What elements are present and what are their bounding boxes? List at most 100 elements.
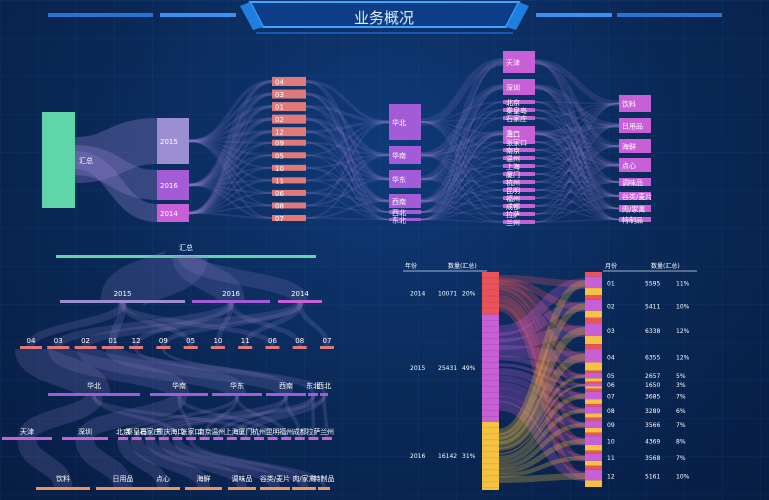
sankey-node (272, 114, 306, 124)
flow-link (420, 154, 504, 159)
month-bar-segment (585, 370, 602, 373)
flow-link (534, 124, 620, 207)
sankey-node (619, 95, 651, 112)
tree-node (320, 346, 334, 349)
flow-link (305, 120, 390, 157)
sankey-node (503, 132, 535, 136)
flow-link (534, 207, 620, 215)
flow-link (534, 205, 620, 221)
month-label: 03 (607, 328, 615, 335)
sankey-label: 06 (275, 190, 284, 198)
tree-link (27, 301, 127, 348)
tree-node (213, 437, 224, 440)
month-pct: 3% (676, 382, 686, 389)
flow-link (420, 173, 504, 202)
month-bar-segment (585, 372, 602, 379)
tree-label: 12 (132, 337, 141, 345)
flow-link (305, 179, 390, 213)
tree-label: 福州 (279, 427, 293, 436)
month-label: 10 (607, 439, 615, 446)
flow-link (498, 304, 586, 480)
sankey-node (389, 104, 421, 140)
tree-node (308, 437, 319, 440)
tree-node (101, 346, 124, 349)
flow-link (498, 375, 586, 414)
month-bar-segment (585, 323, 602, 337)
tree-node (62, 437, 108, 440)
flow-link (188, 139, 273, 182)
month-bar-segment (585, 469, 602, 481)
tree-node (238, 346, 253, 349)
tree-node (172, 437, 183, 440)
sankey-label: 谷类/麦片 (622, 192, 652, 201)
month-value: 5595 (645, 281, 660, 288)
flow-link (420, 189, 504, 221)
tree-node (226, 437, 237, 440)
flow-link (534, 124, 620, 159)
tree-node (278, 300, 322, 303)
tree-label: 06 (268, 337, 277, 345)
sankey-label: 海口 (506, 130, 520, 139)
tree-link (284, 395, 302, 438)
sankey-node (272, 102, 306, 112)
tree-node (322, 437, 332, 440)
tree-link (134, 395, 288, 438)
month-bar-segment (585, 413, 602, 418)
flow-link (188, 105, 273, 143)
tree-label: 饮料 (56, 474, 70, 483)
tree-link (81, 301, 304, 348)
sankey-node (389, 170, 421, 188)
flow-link (420, 101, 504, 123)
month-pct: 12% (676, 354, 690, 361)
flow-link (305, 118, 390, 221)
flow-link (534, 60, 620, 184)
sankey-label: 07 (275, 215, 284, 223)
flow-link (420, 121, 504, 135)
flow-link (420, 165, 504, 180)
flow-link (498, 395, 586, 462)
tree-node (260, 487, 290, 490)
flow-link (534, 102, 620, 135)
flow-link (498, 277, 586, 310)
flow-link (534, 157, 620, 197)
year-pct: 31% (462, 453, 476, 460)
month-label: 11 (607, 455, 615, 462)
tree-label: 上海 (225, 427, 239, 436)
flow-link (188, 166, 273, 215)
tree-link (242, 302, 303, 347)
sankey-node (503, 116, 535, 120)
tree-node (266, 393, 306, 396)
flow-link (420, 58, 504, 126)
sankey-label: 厦门 (506, 170, 520, 179)
year-label: 2016 (410, 453, 425, 460)
tree-label: 张家口 (181, 427, 202, 436)
sankey-node (157, 118, 189, 164)
sankey-label: 点心 (622, 162, 636, 170)
flow-link (534, 145, 620, 167)
flow-link (534, 145, 620, 199)
flow-link (305, 92, 390, 203)
flow-link (498, 384, 586, 455)
flow-link (420, 173, 504, 221)
tree-node (210, 346, 225, 349)
month-value: 3566 (645, 422, 660, 429)
month-bar-segment (585, 406, 602, 414)
year-bar (482, 314, 499, 422)
tree-label: 日用品 (113, 475, 134, 483)
sankey-node (389, 146, 421, 164)
sankey-node (503, 220, 535, 224)
sankey-node (503, 188, 535, 192)
tree-link (133, 302, 234, 347)
tree-link (134, 348, 315, 394)
tree-link (76, 345, 246, 397)
year-pct: 49% (462, 365, 476, 372)
flow-link (534, 195, 620, 223)
flow-link (534, 102, 620, 215)
flow-link (534, 157, 620, 166)
flow-link (188, 179, 273, 187)
flow-link (305, 120, 390, 134)
flow-link (188, 141, 273, 187)
tree-link (75, 438, 133, 489)
tree-label: 杭州 (252, 427, 266, 436)
